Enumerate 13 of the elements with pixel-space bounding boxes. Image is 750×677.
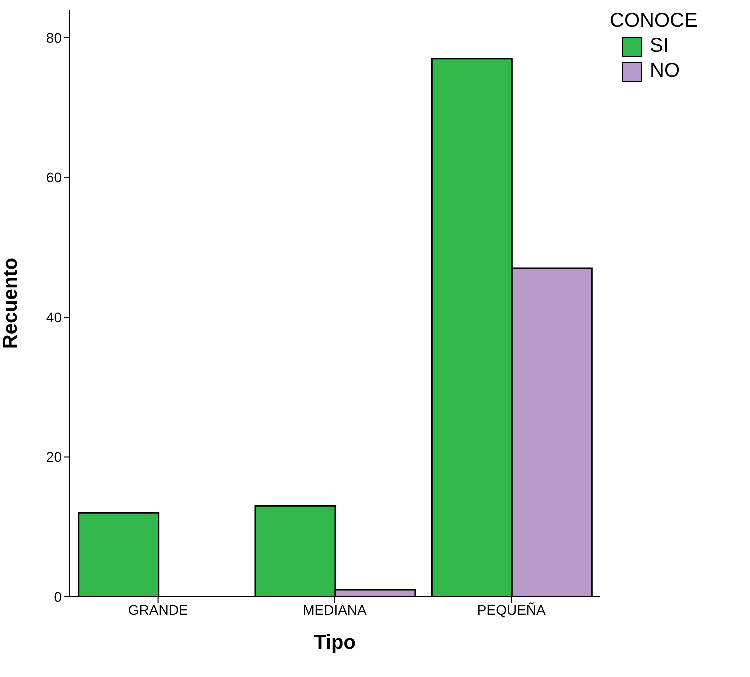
legend-label: NO: [650, 60, 680, 83]
x-axis-title: Tipo: [314, 632, 356, 654]
y-tick-label: 40: [46, 309, 62, 326]
y-tick-label: 20: [46, 449, 62, 466]
x-tick-label: PEQUEÑA: [477, 602, 547, 618]
y-axis-title: Recuento: [0, 258, 22, 350]
x-tick-label: GRANDE: [128, 602, 188, 618]
legend-label: SI: [650, 35, 669, 58]
y-tick-label: 80: [46, 30, 62, 46]
y-tick-label: 60: [46, 170, 62, 186]
legend-title: CONOCE: [610, 10, 699, 33]
x-tick-label: MEDIANA: [303, 602, 368, 618]
y-tick-label: 0: [54, 588, 62, 605]
